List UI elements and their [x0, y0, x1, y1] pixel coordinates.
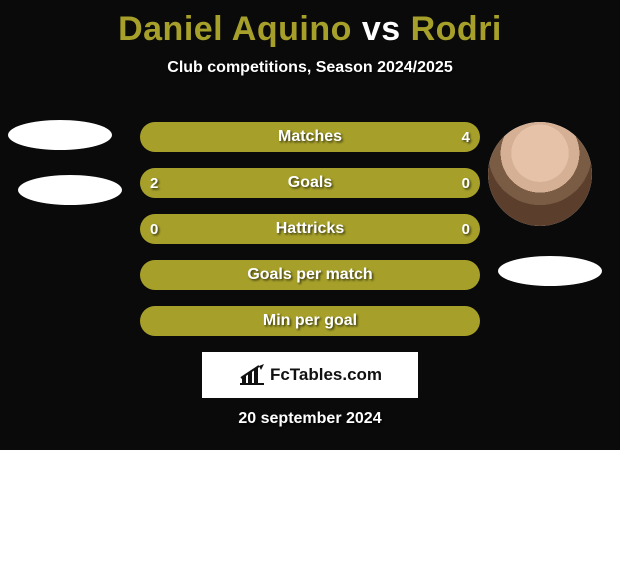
stat-label: Goals: [140, 168, 480, 198]
stat-label: Min per goal: [140, 306, 480, 336]
page-title: Daniel Aquino vs Rodri: [0, 0, 620, 49]
date-text: 20 september 2024: [0, 410, 620, 428]
brand-box: FcTables.com: [202, 352, 418, 398]
title-player2: Rodri: [411, 10, 502, 48]
stat-row: Matches4: [140, 122, 480, 152]
player2-avatar: [488, 122, 592, 226]
player1-avatar-placeholder-1: [8, 120, 112, 150]
player1-avatar-placeholder-2: [18, 175, 122, 205]
stat-value-right: 0: [462, 168, 470, 198]
face-icon: [488, 122, 592, 226]
bar-chart-icon: [238, 364, 266, 386]
brand-text: FcTables.com: [270, 365, 382, 385]
stat-value-left: 2: [150, 168, 158, 198]
stat-row: Goals2 0: [140, 168, 480, 198]
subtitle: Club competitions, Season 2024/2025: [0, 59, 620, 77]
comparison-panel: Daniel Aquino vs Rodri Club competitions…: [0, 0, 620, 450]
player2-avatar-placeholder-2: [498, 256, 602, 286]
stat-label: Matches: [140, 122, 480, 152]
stat-value-right: 4: [462, 122, 470, 152]
title-vs: vs: [352, 10, 411, 48]
stat-value-right: 0: [462, 214, 470, 244]
stat-row: Min per goal: [140, 306, 480, 336]
title-player1: Daniel Aquino: [118, 10, 352, 48]
stat-label: Hattricks: [140, 214, 480, 244]
stat-value-left: 0: [150, 214, 158, 244]
stat-row: Hattricks0 0: [140, 214, 480, 244]
stat-row: Goals per match: [140, 260, 480, 290]
stat-label: Goals per match: [140, 260, 480, 290]
stat-rows: Matches4Goals20Hattricks00Goals per matc…: [140, 122, 480, 352]
